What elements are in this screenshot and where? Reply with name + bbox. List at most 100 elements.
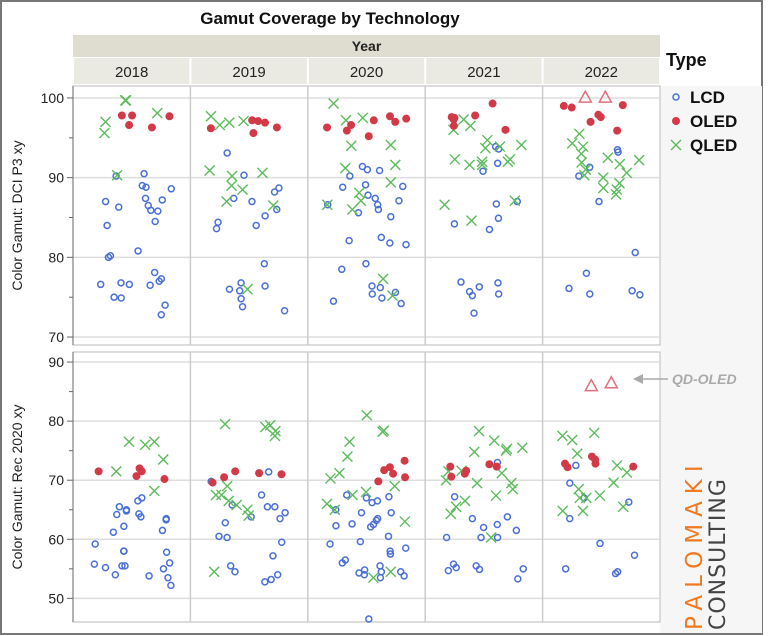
data-point-lcd	[631, 248, 639, 257]
data-point-lcd	[493, 520, 502, 529]
data-point-lcd	[145, 572, 153, 580]
data-point-lcd	[402, 240, 410, 249]
data-point-lcd	[226, 562, 235, 570]
data-point-qled	[479, 142, 491, 154]
year-header-cell	[426, 58, 542, 84]
data-point-lcd	[503, 513, 512, 521]
data-point-lcd	[113, 510, 121, 519]
data-point-lcd	[117, 294, 125, 302]
data-point-qled	[464, 120, 476, 132]
data-point-qled	[509, 195, 521, 207]
data-point-lcd	[237, 279, 245, 287]
data-point-lcd	[338, 559, 347, 567]
data-point-qled	[494, 141, 506, 153]
data-point-lcd	[261, 578, 269, 586]
data-point-lcd	[150, 268, 159, 277]
data-point-qd-oled	[604, 375, 619, 389]
data-point-oled	[272, 123, 281, 132]
data-point-lcd	[360, 566, 369, 574]
data-point-lcd	[112, 172, 120, 180]
data-point-lcd	[329, 297, 338, 305]
data-point-lcd	[385, 492, 393, 501]
data-point-qled	[264, 419, 276, 431]
data-point-qled	[575, 148, 587, 160]
data-point-lcd	[342, 491, 351, 499]
data-point-qd-oled	[598, 89, 613, 103]
right-margin	[660, 86, 762, 633]
data-point-qled	[100, 116, 112, 128]
data-point-qled	[488, 435, 500, 447]
data-point-qled	[387, 290, 399, 302]
data-point-lcd	[270, 188, 279, 196]
data-point-qled	[151, 107, 163, 119]
data-point-oled	[220, 473, 229, 482]
data-point-oled	[261, 118, 270, 127]
data-point-lcd	[101, 197, 110, 206]
data-point-oled	[231, 467, 240, 476]
data-point-qled	[502, 156, 514, 168]
data-point-oled	[385, 112, 394, 121]
data-point-qled	[439, 199, 451, 211]
data-point-lcd	[363, 165, 372, 174]
data-point-lcd	[117, 279, 125, 287]
data-point-lcd	[395, 197, 403, 205]
data-point-lcd	[512, 526, 521, 535]
data-point-qled	[367, 572, 379, 584]
data-point-qled	[464, 159, 476, 171]
data-point-lcd	[625, 498, 633, 506]
data-point-lcd	[237, 295, 245, 303]
y-tick-label: 70	[48, 329, 64, 345]
data-point-oled	[402, 114, 411, 123]
data-point-qled	[500, 445, 512, 457]
data-point-lcd	[582, 269, 591, 278]
data-point-qled	[237, 184, 249, 196]
data-point-lcd	[261, 212, 269, 220]
data-point-lcd	[332, 505, 340, 514]
data-point-qled	[611, 459, 623, 471]
data-point-qled	[226, 170, 238, 182]
data-point-qled	[485, 532, 497, 544]
data-point-qled	[613, 177, 625, 189]
data-point-oled	[255, 469, 264, 478]
data-point-qled	[459, 495, 471, 507]
data-point-oled	[206, 124, 215, 133]
data-point-lcd	[492, 200, 501, 208]
data-point-lcd	[442, 533, 451, 542]
data-point-qled	[571, 448, 583, 460]
data-point-oled	[449, 115, 458, 124]
data-point-lcd	[373, 200, 382, 209]
data-point-qled	[238, 115, 250, 127]
data-point-oled	[567, 103, 576, 112]
data-point-qled	[148, 436, 160, 448]
data-point-lcd	[326, 540, 334, 548]
data-point-lcd	[384, 532, 393, 541]
panel-1	[72, 351, 661, 623]
data-point-qled	[399, 516, 411, 528]
legend-label-qled: QLED	[690, 136, 737, 155]
data-point-qled	[602, 152, 614, 164]
data-point-lcd	[575, 172, 583, 180]
data-point-qled	[355, 195, 367, 207]
data-point-lcd	[586, 290, 594, 298]
data-point-lcd	[457, 278, 465, 286]
y-tick-label: 80	[48, 413, 64, 429]
data-point-qled	[378, 425, 390, 437]
data-point-oled	[94, 467, 103, 476]
data-point-lcd	[155, 277, 163, 285]
data-point-qled	[385, 139, 397, 151]
data-point-lcd	[154, 207, 162, 215]
data-point-lcd	[493, 159, 502, 168]
data-point-qled	[566, 434, 578, 446]
panel-0	[72, 85, 661, 346]
data-point-qled	[241, 283, 253, 295]
data-point-qled	[377, 273, 389, 285]
data-point-qled	[267, 200, 279, 212]
data-point-qled	[445, 508, 457, 520]
data-point-lcd	[374, 205, 383, 214]
data-point-oled	[492, 462, 501, 471]
data-point-qled	[339, 162, 351, 174]
data-point-lcd	[360, 570, 369, 579]
data-point-lcd	[261, 282, 269, 290]
data-point-qled	[269, 430, 281, 442]
